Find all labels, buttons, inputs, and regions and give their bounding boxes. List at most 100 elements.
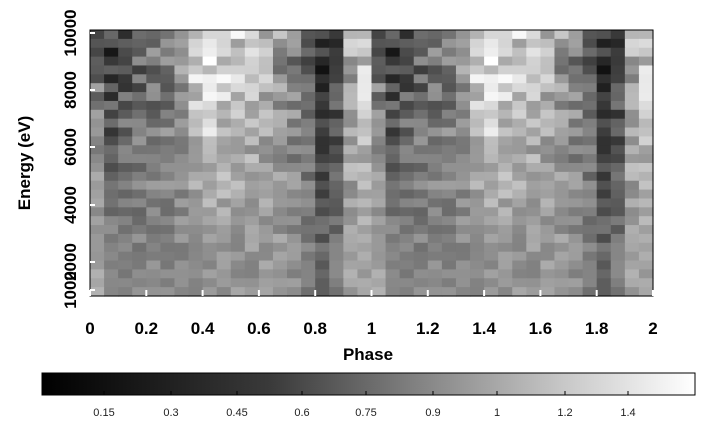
heatmap-cell	[315, 189, 330, 200]
heatmap-cell	[357, 287, 373, 297]
heatmap-cell	[230, 251, 246, 262]
heatmap-cell	[174, 145, 190, 155]
heatmap-cell	[272, 260, 288, 270]
heatmap-cell	[287, 30, 302, 40]
heatmap-cell	[624, 216, 640, 226]
heatmap-cell	[582, 198, 598, 208]
heatmap-cell	[582, 251, 598, 262]
heatmap-cell	[258, 189, 274, 200]
heatmap-cell	[427, 100, 443, 111]
heatmap-cell	[596, 38, 612, 49]
heatmap-cell	[624, 92, 640, 102]
heatmap-cell	[287, 145, 302, 155]
heatmap-cell	[596, 233, 612, 244]
heatmap-cell	[188, 127, 204, 137]
heatmap-cell	[132, 233, 147, 244]
heatmap-cell	[610, 56, 626, 67]
heatmap-cell	[526, 30, 541, 40]
heatmap-cell	[230, 269, 246, 279]
heatmap-cell	[610, 38, 626, 49]
heatmap-cell	[202, 163, 218, 173]
heatmap-cell	[441, 109, 457, 120]
heatmap-cell	[174, 154, 190, 164]
heatmap-cell	[230, 233, 246, 244]
heatmap-cell	[202, 145, 218, 155]
heatmap-cell	[596, 92, 612, 102]
heatmap-cell	[132, 30, 147, 40]
heatmap-cell	[329, 74, 344, 84]
heatmap-cell	[512, 260, 527, 270]
heatmap-cell	[427, 189, 443, 200]
heatmap-cell	[554, 198, 570, 208]
heatmap-cell	[385, 83, 401, 93]
heatmap-cell	[484, 154, 499, 164]
heatmap-cell	[638, 30, 654, 40]
heatmap-cell	[104, 38, 119, 49]
heatmap-cell	[455, 145, 471, 155]
heatmap-cell	[624, 260, 640, 270]
x-tick-label: 1	[367, 319, 376, 338]
heatmap-cell	[244, 118, 260, 129]
heatmap-cell	[427, 180, 443, 191]
heatmap-cell	[385, 38, 401, 49]
heatmap-cell	[624, 225, 640, 235]
heatmap-cell	[104, 109, 119, 120]
heatmap-cell	[132, 260, 147, 270]
heatmap-cell	[287, 278, 302, 288]
heatmap-cell	[104, 278, 119, 288]
heatmap-cell	[104, 251, 119, 262]
heatmap-cell	[258, 30, 274, 40]
heatmap-cell	[301, 233, 316, 244]
heatmap-cell	[371, 154, 387, 164]
heatmap-cell	[399, 251, 415, 262]
heatmap-cell	[146, 287, 161, 297]
heatmap-cell	[202, 260, 218, 270]
heatmap-cell	[526, 198, 541, 208]
heatmap-cell	[399, 118, 415, 129]
heatmap-cell	[385, 242, 401, 253]
x-tick-label: 0.6	[247, 319, 271, 338]
heatmap-cell	[287, 269, 302, 279]
heatmap-cell	[371, 171, 387, 182]
heatmap-cell	[455, 189, 471, 200]
heatmap-cell	[357, 92, 373, 102]
heatmap-cell	[216, 269, 232, 279]
heatmap-cell	[329, 118, 344, 129]
heatmap-cell	[399, 171, 415, 182]
heatmap-cell	[470, 145, 485, 155]
heatmap-cell	[216, 189, 232, 200]
heatmap-cell	[272, 278, 288, 288]
heatmap-cell	[202, 216, 218, 226]
heatmap-cell	[272, 47, 288, 58]
heatmap-cell	[582, 109, 598, 120]
heatmap-cell	[287, 118, 302, 129]
heatmap-cell	[638, 136, 654, 146]
heatmap-cell	[568, 100, 584, 111]
heatmap-cell	[582, 83, 598, 93]
heatmap-cell	[526, 100, 541, 111]
heatmap-cell	[315, 109, 330, 120]
heatmap-cell	[540, 83, 556, 93]
heatmap-cell	[343, 233, 359, 244]
heatmap-cell	[610, 30, 626, 40]
heatmap-cell	[174, 83, 190, 93]
heatmap-cell	[343, 287, 359, 297]
heatmap-cell	[146, 38, 161, 49]
heatmap-cell	[526, 118, 541, 129]
heatmap-cell	[441, 65, 457, 75]
heatmap-cell	[512, 145, 527, 155]
heatmap-cell	[568, 198, 584, 208]
heatmap-cell	[399, 233, 415, 244]
heatmap-cell	[470, 65, 485, 75]
heatmap-cell	[512, 92, 527, 102]
heatmap-cell	[470, 225, 485, 235]
heatmap-cell	[272, 287, 288, 297]
heatmap-cell	[484, 278, 499, 288]
heatmap-cell	[132, 109, 147, 120]
heatmap-cell	[301, 269, 316, 279]
heatmap-cell	[413, 242, 429, 253]
heatmap-cell	[624, 233, 640, 244]
heatmap-cell	[132, 47, 147, 58]
heatmap-cell	[244, 287, 260, 297]
heatmap-cell	[399, 242, 415, 253]
